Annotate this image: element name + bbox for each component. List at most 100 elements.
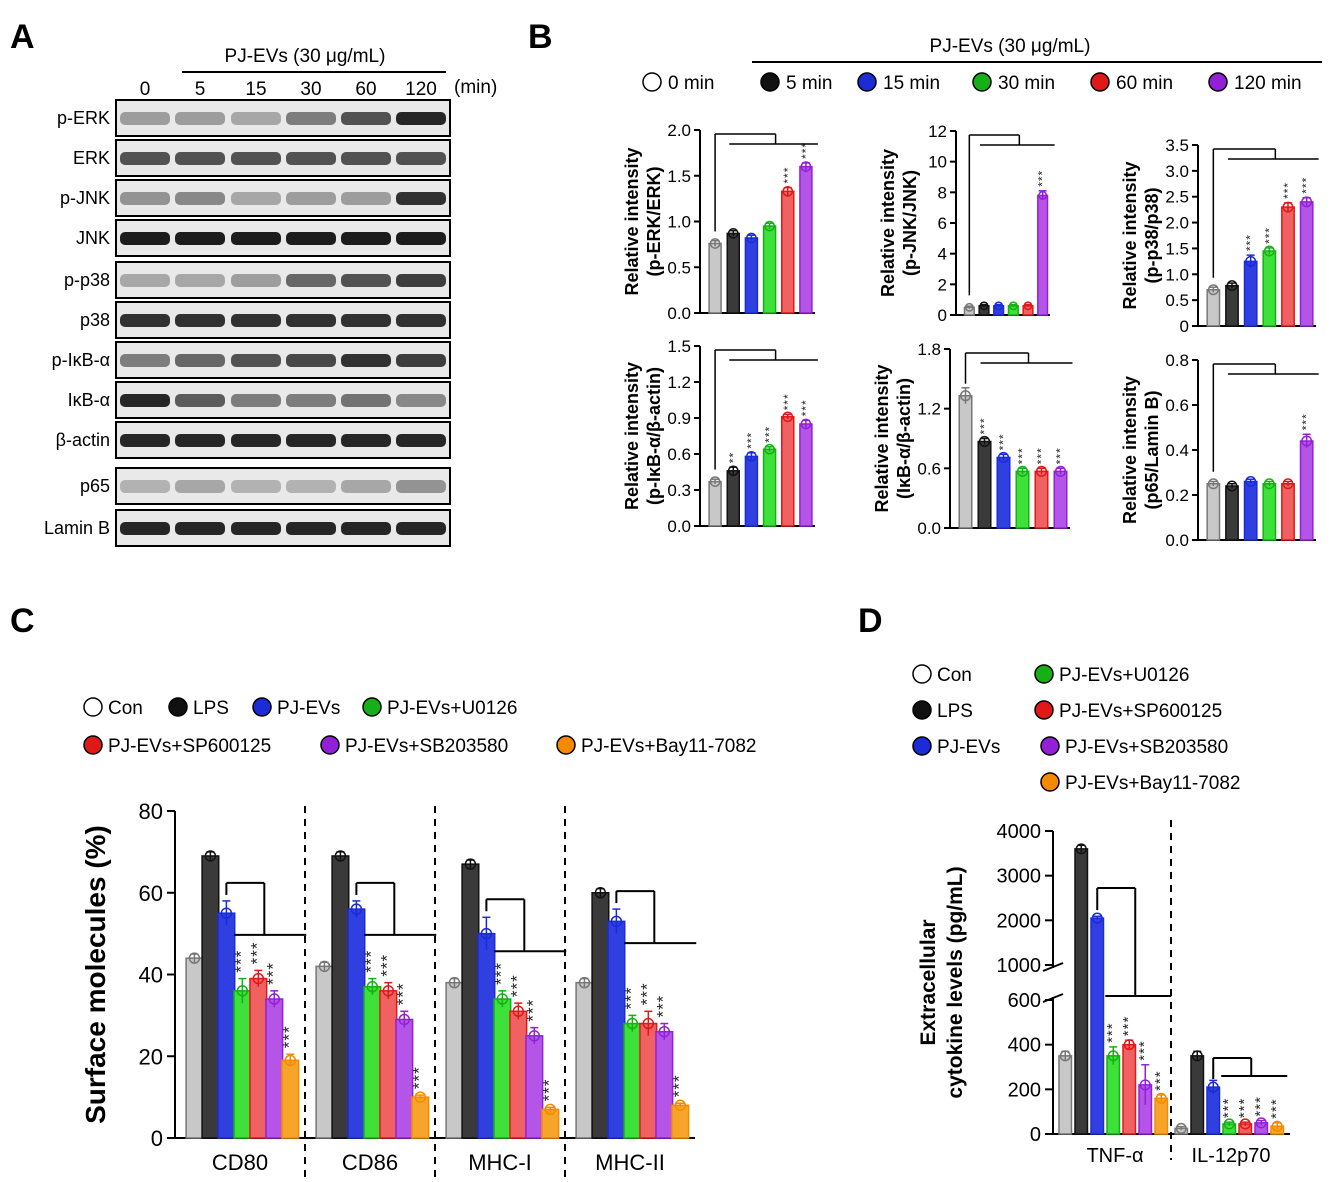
blot-time-label: 0 bbox=[140, 79, 151, 100]
legend-d-marker bbox=[1040, 736, 1060, 756]
legend-c-marker bbox=[320, 735, 340, 755]
blot-band bbox=[286, 192, 336, 205]
significance-stars: *** bbox=[1104, 1022, 1121, 1043]
blot-band bbox=[120, 434, 170, 447]
bar bbox=[509, 1010, 528, 1139]
data-point bbox=[800, 161, 812, 172]
data-point bbox=[709, 238, 721, 249]
bar bbox=[411, 1096, 430, 1139]
y-axis-title: Surface molecules (%) bbox=[80, 825, 111, 1124]
bar bbox=[762, 225, 777, 314]
bar bbox=[201, 855, 220, 1139]
data-point bbox=[1301, 196, 1313, 208]
blot-band bbox=[120, 112, 170, 125]
data-point bbox=[480, 927, 493, 940]
y-tick-label: 4000 bbox=[997, 821, 1042, 843]
data-point bbox=[1139, 1079, 1151, 1091]
bar bbox=[233, 990, 252, 1139]
significance-stars: *** bbox=[799, 142, 813, 159]
significance-stars: *** bbox=[507, 974, 526, 997]
blot-band bbox=[286, 274, 336, 287]
blot-band bbox=[396, 480, 446, 493]
data-point bbox=[594, 887, 607, 899]
blot-band bbox=[286, 434, 336, 447]
legend-c-marker bbox=[168, 697, 188, 717]
y-tick-label: 3000 bbox=[997, 866, 1042, 888]
legend-d-marker bbox=[1040, 772, 1060, 792]
blot-row: Lamin B bbox=[44, 509, 451, 547]
bar bbox=[1206, 1086, 1221, 1135]
bar bbox=[1299, 440, 1314, 541]
data-point bbox=[1054, 465, 1067, 477]
blot-band bbox=[120, 232, 170, 245]
blot-row: p65 bbox=[80, 467, 451, 505]
significance-stars: *** bbox=[763, 426, 777, 443]
y-axis-title-line1: Relative intensity bbox=[622, 147, 642, 295]
significance-stars: *** bbox=[523, 999, 542, 1022]
blot-band bbox=[286, 394, 336, 407]
blot-time-labels: 0 5 15 30 60 120 bbox=[140, 79, 437, 100]
data-point bbox=[1282, 201, 1294, 213]
data-point bbox=[800, 418, 812, 430]
y-tick-label: 80 bbox=[139, 799, 163, 824]
legend-b-marker bbox=[760, 72, 780, 92]
y-axis-title-line1: Relative intensity bbox=[872, 364, 892, 512]
legend-d-marker bbox=[912, 664, 932, 684]
legend-c-marker bbox=[83, 735, 103, 755]
data-point bbox=[1207, 1081, 1219, 1093]
y-tick-label: 6 bbox=[938, 214, 947, 233]
legend-d-marker bbox=[912, 736, 932, 756]
bar bbox=[1262, 483, 1277, 541]
blot-band bbox=[231, 394, 281, 407]
blot-band bbox=[396, 354, 446, 367]
y-tick-label: 0.8 bbox=[1165, 351, 1189, 370]
data-point bbox=[764, 443, 775, 455]
significance-stars: *** bbox=[1252, 1096, 1269, 1117]
western-blot: p-ERK ERK p-JNK JNK p-p38 p38 p-IκB-α IκB-α β-ac… bbox=[44, 99, 451, 547]
blot-time-label: 15 bbox=[245, 79, 266, 100]
data-point bbox=[1191, 1050, 1203, 1062]
data-point bbox=[994, 301, 1004, 311]
y-tick-label: 0.0 bbox=[667, 304, 691, 323]
legend-b-label: 120 min bbox=[1234, 73, 1302, 94]
y-tick-label: 0.4 bbox=[1165, 441, 1189, 460]
legend-c-marker bbox=[362, 697, 382, 717]
bar bbox=[762, 448, 777, 527]
significance-stars: *** bbox=[669, 1074, 688, 1097]
y-tick-label: 20 bbox=[139, 1044, 163, 1069]
y-tick-label: 0.2 bbox=[1165, 486, 1189, 505]
legend-d-label: Con bbox=[937, 665, 972, 686]
y-tick-label: 2.0 bbox=[667, 121, 691, 140]
bar bbox=[726, 470, 740, 527]
y-axis-title: Relative intensity (p-JNK/JNK) bbox=[878, 149, 920, 297]
blot-strip bbox=[115, 219, 451, 257]
data-point bbox=[959, 390, 972, 402]
data-point bbox=[709, 476, 721, 487]
data-point bbox=[1038, 190, 1048, 200]
y-tick-label: 0.6 bbox=[1165, 396, 1189, 415]
x-category-label: CD80 bbox=[212, 1150, 268, 1175]
legend-d-marker bbox=[1034, 664, 1054, 684]
blot-band bbox=[286, 112, 336, 125]
blot-time-label: 30 bbox=[300, 79, 321, 100]
significance-stars: *** bbox=[781, 167, 795, 184]
y-axis-title: Relative intensity (p-ERK/ERK) bbox=[622, 147, 664, 295]
y-tick-label: 12 bbox=[928, 122, 947, 141]
blot-strip bbox=[115, 261, 451, 299]
significance-stars: ** bbox=[726, 452, 740, 463]
blot-band bbox=[341, 434, 391, 447]
significance-stars: *** bbox=[1236, 1098, 1253, 1119]
bar bbox=[363, 986, 382, 1139]
chart-cytokines: 0 200 400 600 1000 2000 3000 4000 Extracellular c… bbox=[917, 820, 1290, 1167]
bar bbox=[217, 912, 236, 1139]
significance-stars: *** bbox=[491, 962, 510, 985]
legend-c-label: PJ-EVs+U0126 bbox=[387, 698, 517, 719]
blot-band bbox=[396, 152, 446, 165]
legend-b-marker bbox=[1090, 72, 1110, 92]
bar bbox=[708, 480, 722, 527]
data-point bbox=[1239, 1118, 1251, 1130]
x-category-label: MHC-I bbox=[468, 1150, 532, 1175]
data-point bbox=[764, 220, 775, 232]
